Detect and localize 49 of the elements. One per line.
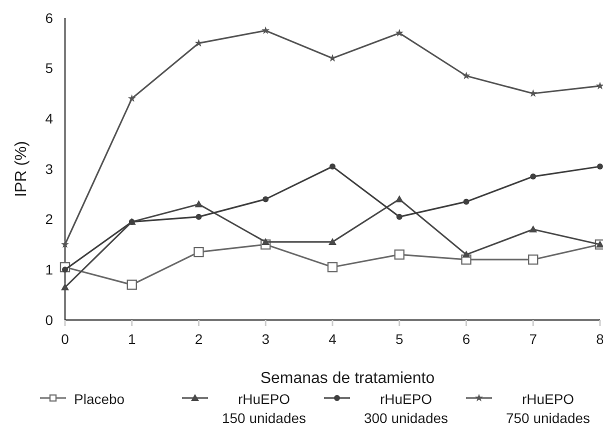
point — [128, 94, 136, 102]
x-tick-label: 2 — [194, 331, 203, 347]
legend-label: rHuEPO 750 unidades — [506, 391, 590, 426]
y-tick-label: 1 — [45, 262, 54, 278]
legend-label: rHuEPO 150 unidades — [222, 391, 306, 426]
point — [330, 163, 336, 170]
point — [395, 195, 404, 202]
point — [463, 198, 470, 205]
point — [194, 200, 203, 208]
point — [194, 246, 204, 258]
y-axis-title: IPR (%) — [13, 141, 30, 197]
x-axis-title: Semanas de tratamiento — [260, 370, 435, 387]
point — [462, 250, 470, 258]
x-tick-label: 8 — [596, 331, 603, 347]
point — [394, 249, 404, 260]
point — [262, 238, 270, 245]
point — [395, 28, 404, 36]
x-tick-label: 7 — [529, 331, 538, 347]
y-tick-label: 6 — [45, 10, 54, 26]
point — [529, 225, 538, 232]
point — [262, 196, 269, 202]
point — [396, 214, 402, 220]
point — [528, 254, 538, 265]
point — [126, 280, 137, 290]
point — [596, 82, 603, 90]
x-tick-label: 4 — [328, 331, 337, 347]
y-tick-label: 2 — [45, 211, 54, 228]
y-tick-label: 0 — [45, 312, 54, 328]
x-tick-label: 6 — [462, 331, 470, 347]
point — [462, 72, 470, 80]
point — [327, 262, 338, 272]
legend-label: Placebo — [74, 391, 125, 407]
x-tick-label: 5 — [395, 331, 404, 347]
point — [196, 214, 202, 220]
point — [61, 283, 69, 290]
point — [194, 38, 203, 47]
point — [328, 238, 336, 245]
legend-label: rHuEPO 300 unidades — [364, 391, 448, 426]
y-tick-label: 5 — [45, 60, 54, 76]
point — [262, 26, 270, 34]
y-tick-label: 3 — [45, 160, 54, 177]
point — [530, 174, 536, 180]
x-tick-label: 1 — [128, 331, 136, 347]
x-tick-label: 3 — [262, 331, 270, 347]
point — [61, 240, 69, 248]
point — [597, 163, 603, 170]
point — [328, 54, 336, 62]
y-tick-label: 4 — [45, 110, 54, 127]
x-tick-label: 0 — [61, 331, 70, 347]
